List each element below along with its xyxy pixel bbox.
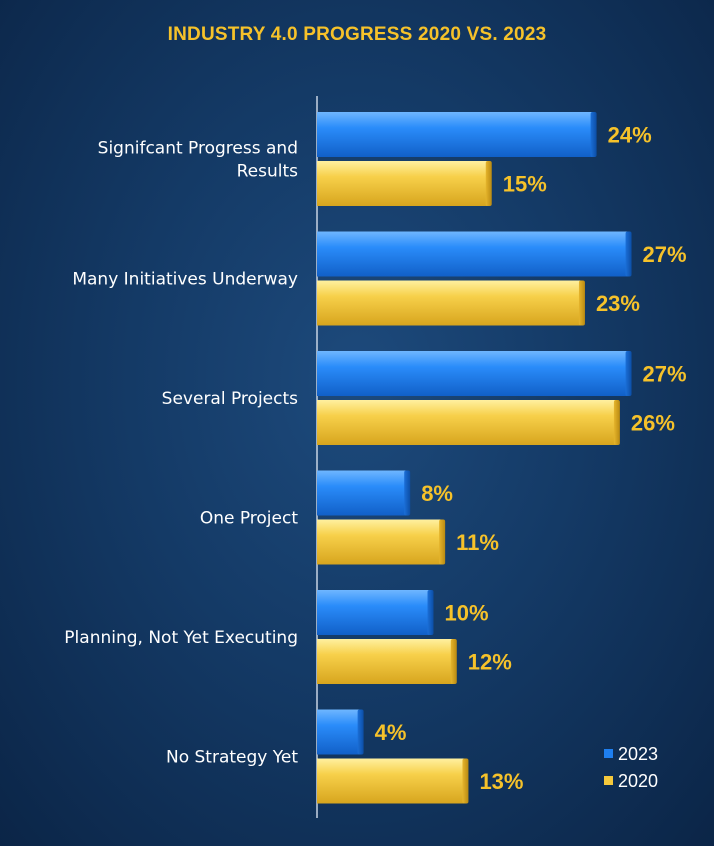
bar-2020 — [317, 639, 457, 684]
bar-2020 — [317, 519, 446, 565]
bar-2020 — [317, 280, 585, 326]
legend-swatch-2020 — [604, 776, 613, 785]
value-label-2020: 12% — [468, 650, 512, 675]
value-label-2020: 26% — [631, 411, 675, 436]
legend-swatch-2023 — [604, 749, 613, 758]
chart-title: INDUSTRY 4.0 PROGRESS 2020 VS. 2023 — [167, 24, 547, 45]
legend: 2023 2020 — [604, 744, 658, 791]
bar-2023 — [317, 470, 411, 516]
value-label-2020: 11% — [456, 530, 499, 555]
value-label-2023: 27% — [643, 242, 687, 267]
bar-2020 — [317, 758, 469, 804]
value-label-2023: 4% — [375, 720, 407, 745]
bar-2020 — [317, 161, 492, 206]
bar-2023 — [317, 590, 434, 635]
bar-2023 — [317, 351, 632, 396]
value-label-2023: 27% — [643, 362, 687, 387]
bar-2023 — [317, 231, 632, 277]
category-label: Signifcant Progress and Results — [98, 139, 298, 182]
value-label-2023: 24% — [608, 123, 652, 148]
value-label-2020: 15% — [503, 172, 547, 197]
value-label-2023: 10% — [445, 601, 489, 626]
bar-2023 — [317, 709, 364, 755]
category-label: Planning, Not Yet Executing — [64, 628, 298, 648]
category-label: Several Projects — [162, 389, 298, 409]
value-label-2020: 23% — [596, 291, 640, 316]
value-label-2020: 13% — [479, 769, 523, 794]
category-label: Many Initiatives Underway — [72, 270, 298, 290]
legend-label-2020: 2020 — [618, 771, 658, 791]
value-label-2023: 8% — [421, 481, 453, 506]
category-label: No Strategy Yet — [166, 748, 298, 768]
bar-2023 — [317, 112, 597, 157]
legend-label-2023: 2023 — [618, 744, 658, 764]
bar-2020 — [317, 400, 620, 445]
category-label: One Project — [200, 509, 299, 529]
